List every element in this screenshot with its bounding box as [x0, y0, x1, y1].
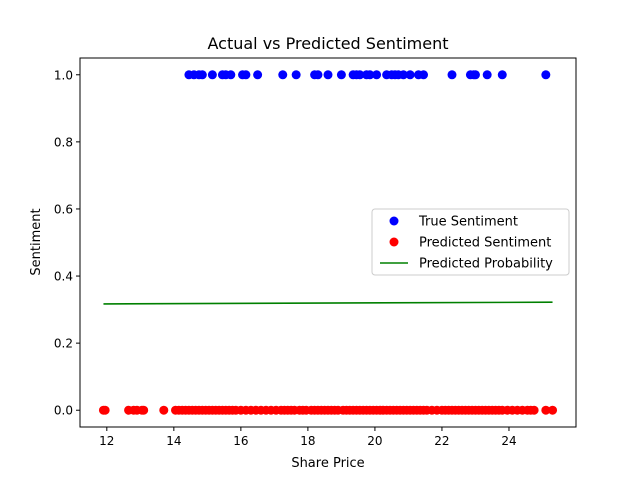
plot-area: 12 14 16 18 20 22 24 0.0 0.2 0.4 0.6 0.8 1.0 — [54, 57, 577, 448]
legend-marker-swatch — [389, 237, 399, 247]
predicted-sentiment-point — [541, 405, 551, 415]
true-sentiment-point — [313, 70, 323, 80]
x-tick-label: 22 — [434, 434, 449, 448]
true-sentiment-point — [419, 70, 429, 80]
x-axis-label: Share Price — [291, 456, 364, 471]
y-axis-label: Sentiment — [29, 208, 44, 275]
legend-marker-swatch — [389, 216, 399, 226]
true-sentiment-point — [447, 70, 457, 80]
predicted-sentiment-point — [139, 405, 149, 415]
y-tick-label: 0.8 — [54, 135, 73, 149]
true-sentiment-point — [365, 70, 375, 80]
true-sentiment-point — [226, 70, 236, 80]
predicted-probability-line — [103, 301, 553, 305]
true-sentiment-point — [470, 70, 480, 80]
axes-frame — [79, 57, 577, 428]
predicted-sentiment-point — [548, 405, 558, 415]
x-tick-label: 20 — [367, 434, 382, 448]
chart-title: Actual vs Predicted Sentiment — [208, 34, 449, 53]
true-sentiment-point — [355, 70, 365, 80]
predicted-sentiment-point — [529, 405, 539, 415]
true-sentiment-point — [541, 70, 551, 80]
y-tick-label: 0.0 — [54, 404, 73, 418]
legend-entry-label: Predicted Probability — [419, 257, 553, 272]
legend-entry-label: True Sentiment — [418, 215, 518, 230]
legend-entry-label: Predicted Sentiment — [419, 236, 551, 251]
x-tick-label: 14 — [166, 434, 181, 448]
true-sentiment-point — [372, 70, 382, 80]
true-sentiment-point — [482, 70, 492, 80]
x-tick-label: 16 — [233, 434, 248, 448]
legend: True Sentiment Predicted Sentiment Predict… — [371, 208, 570, 276]
true-sentiment-point — [253, 70, 263, 80]
true-sentiment-point — [323, 70, 333, 80]
true-sentiment-point — [497, 70, 507, 80]
predicted-sentiment-point — [159, 405, 169, 415]
y-tick-label: 0.2 — [54, 337, 73, 351]
true-sentiment-point — [405, 70, 415, 80]
y-tick-label: 1.0 — [54, 68, 73, 82]
legend-box — [371, 208, 570, 276]
x-tick-label: 18 — [300, 434, 315, 448]
y-tick-label: 0.6 — [54, 202, 73, 216]
true-sentiment-point — [197, 70, 207, 80]
true-sentiment-point — [336, 70, 346, 80]
true-sentiment-point — [278, 70, 288, 80]
predicted-sentiment-point — [100, 405, 110, 415]
x-tick-label: 24 — [501, 434, 516, 448]
x-tick-label: 12 — [99, 434, 114, 448]
y-tick-label: 0.4 — [54, 270, 73, 284]
true-sentiment-point — [398, 70, 408, 80]
true-sentiment-point — [241, 70, 251, 80]
true-sentiment-point — [291, 70, 301, 80]
true-sentiment-point — [207, 70, 217, 80]
